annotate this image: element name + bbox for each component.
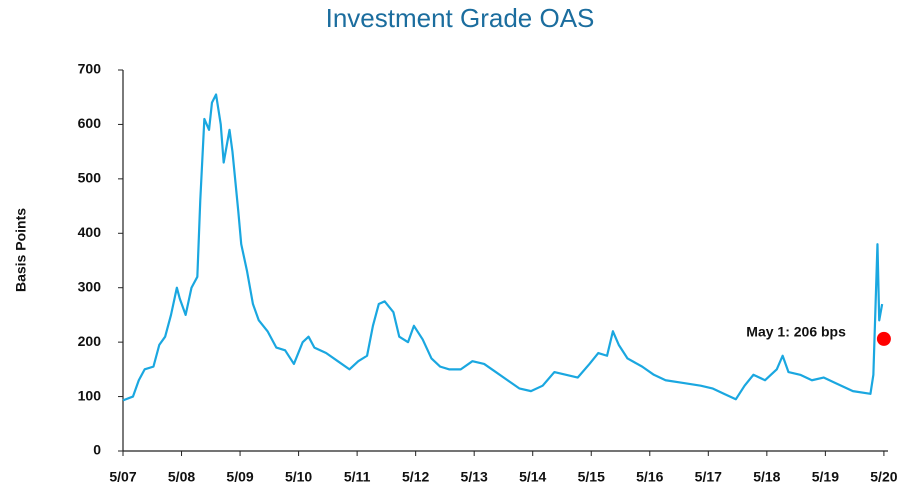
x-tick-label: 5/18	[753, 469, 780, 485]
x-tick-label: 5/07	[109, 469, 136, 485]
y-tick-label: 0	[93, 442, 101, 458]
x-tick-label: 5/13	[461, 469, 488, 485]
y-tick-label: 200	[78, 333, 102, 349]
x-tick-label: 5/11	[344, 469, 371, 485]
highlight-point	[876, 331, 891, 346]
x-tick-label: 5/10	[285, 469, 312, 485]
x-tick-label: 5/20	[870, 469, 897, 485]
x-tick-label: 5/15	[578, 469, 605, 485]
x-tick-label: 5/14	[519, 469, 546, 485]
y-tick-label: 500	[78, 170, 102, 186]
annotation: May 1: 206 bps	[746, 324, 846, 340]
x-tick-label: 5/12	[402, 469, 429, 485]
x-tick-label: 5/19	[812, 469, 839, 485]
y-axis-label: Basis Points	[13, 208, 29, 292]
series-line	[122, 93, 884, 402]
x-tick-label: 5/09	[226, 469, 253, 485]
y-tick-label: 600	[78, 115, 102, 131]
x-tick-label: 5/08	[168, 469, 195, 485]
y-tick-label: 300	[78, 278, 102, 294]
y-tick-label: 100	[78, 387, 102, 403]
x-tick-label: 5/16	[636, 469, 663, 485]
x-tick-label: 5/17	[695, 469, 722, 485]
y-tick-label: 400	[78, 224, 102, 240]
y-tick-label: 700	[78, 61, 102, 77]
chart-title: Investment Grade OAS	[326, 3, 595, 33]
